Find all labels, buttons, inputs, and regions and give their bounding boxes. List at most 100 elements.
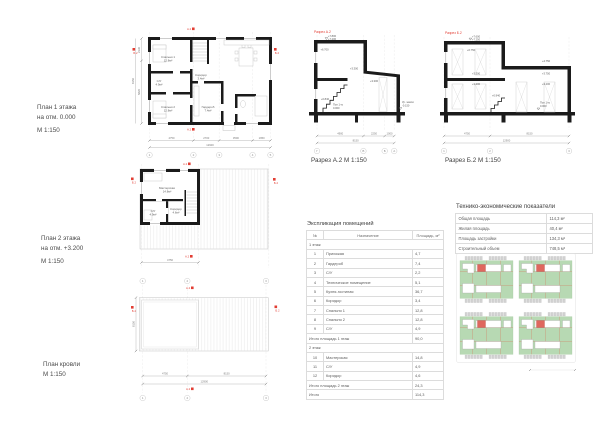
svg-text:Спальня 2: Спальня 2: [161, 105, 175, 109]
svg-text:1: 1: [443, 149, 445, 153]
svg-text:2250: 2250: [371, 132, 377, 136]
svg-text:+3.300: +3.300: [350, 67, 359, 71]
svg-text:12900: 12900: [503, 139, 511, 143]
svg-text:А.2: А.2: [183, 162, 188, 166]
roof-title: План кровли: [43, 361, 81, 368]
plan1-grid-bubbles: 1 2 3 4 5: [146, 151, 274, 159]
plan1-furniture: [152, 39, 270, 119]
svg-text:2: 2: [193, 153, 195, 157]
roof-bottom-bubbles: 1 2 3: [139, 394, 270, 402]
plan1-section-markers: А.2 А.2 Б.2 Б.2: [132, 27, 280, 132]
svg-text:Б.2: Б.2: [132, 181, 137, 185]
roof-dimensions: 8150 4750 8150 12900: [132, 296, 268, 386]
plan2-scale: М 1:150: [41, 258, 64, 265]
table-row: 10 Мастерская 14,8: [306, 351, 444, 363]
svg-text:2: 2: [186, 396, 188, 400]
plan1-windows: [147, 36, 273, 131]
svg-text:2: 2: [186, 279, 188, 283]
svg-text:4750: 4750: [169, 136, 175, 140]
subtotal-row: Итого площадь 2 этаж 24,3: [306, 379, 444, 391]
svg-text:4.6м²: 4.6м²: [173, 210, 180, 214]
plan2-walls: [140, 169, 200, 225]
section-b-caption: Разрез Б.2 М 1:150: [445, 157, 501, 164]
site-dim-tick: [528, 368, 532, 372]
svg-text:А.2: А.2: [187, 27, 192, 31]
tech-econ-indicators: Технико-экономические показатели Общая п…: [455, 204, 595, 254]
roof-scale: М 1:150: [43, 371, 66, 378]
svg-text:3: 3: [265, 396, 267, 400]
section-a-interior: [322, 77, 388, 112]
svg-text:Б.2: Б.2: [275, 51, 280, 55]
table-header-row: № Назначение Площадь, м²: [306, 229, 444, 241]
table-row: 1 Прихожая 4,7: [306, 248, 444, 260]
site-plan-diagrams: [456, 253, 577, 372]
table-row: Общая площадь 114,3 м²: [455, 213, 593, 224]
svg-text:+3.200: +3.200: [542, 82, 551, 86]
svg-text:Б.2: Б.2: [132, 309, 137, 313]
svg-text:4.9м²: 4.9м²: [150, 212, 157, 216]
svg-text:+3.200: +3.200: [472, 82, 481, 86]
svg-text:Б.2: Б.2: [133, 51, 138, 55]
svg-text:Г: Г: [316, 149, 318, 153]
room-explication: Экспликация помещений № Назначение Площа…: [306, 221, 446, 400]
svg-text:3: 3: [218, 153, 220, 157]
floor-plan-2-drawing: Мастерская 14.8м² С/У 4.9м² Коридор 4.6м…: [131, 162, 278, 268]
svg-text:1: 1: [142, 396, 144, 400]
svg-text:2330: 2330: [137, 47, 141, 53]
svg-text:3.4м²: 3.4м²: [198, 76, 205, 80]
svg-text:5820: 5820: [137, 89, 141, 95]
svg-text:А.2: А.2: [186, 286, 191, 290]
svg-text:12.8м²: 12.8м²: [164, 58, 173, 62]
svg-text:Б.2: Б.2: [274, 181, 279, 185]
site-block: [459, 312, 514, 359]
svg-text:3: 3: [568, 149, 570, 153]
roof-plan-drawing: 1 2 3 8150 4750 8150 12900 1: [131, 277, 280, 402]
svg-text:Б.2: Б.2: [275, 309, 280, 313]
subtotal-row: Итого площадь 1 этаж 90,0: [306, 333, 444, 344]
roof-section-markers: А.2 А.2 Б.2 Б.2: [131, 286, 280, 391]
plan2-room-labels: Мастерская 14.8м² С/У 4.9м² Коридор 4.6м…: [150, 186, 183, 216]
svg-text:14.8м²: 14.8м²: [163, 189, 172, 193]
svg-text:+6.750: +6.750: [467, 48, 476, 52]
svg-text:8150: 8150: [353, 139, 359, 143]
svg-text:-0.150: -0.150: [402, 104, 410, 108]
explication-table: № Назначение Площадь, м² 1 этаж 1 Прихожа…: [306, 229, 444, 400]
svg-text:+7.600: +7.600: [472, 34, 481, 38]
table-row: 12 Коридор 4,6: [306, 370, 444, 382]
section-a-caption: Разрез А.2 М 1:150: [311, 157, 367, 164]
table-row: Площадь застройки 134,3 м²: [455, 233, 593, 244]
section-a-dimensions: 4900 2250 1000 8150: [315, 132, 396, 145]
svg-text:8150: 8150: [132, 321, 136, 327]
table-row: 9 С/У 4,9: [306, 323, 444, 335]
section-a-levels: +7.800 +7.200 +6.700 +3.300 +3.300 +0.84…: [321, 34, 415, 110]
site-dim-tick: [573, 368, 577, 372]
site-block: [518, 256, 573, 303]
svg-text:+3.750: +3.750: [542, 72, 551, 76]
plan1-dimensions: 4750 2700 3500 1950 12900 2330 5820 8150: [131, 37, 272, 149]
svg-text:4.9м²: 4.9м²: [156, 82, 163, 86]
svg-text:12900: 12900: [201, 380, 209, 384]
section-a-drawing: Разрез А.2 +7.800 +7.200 +6.700 +3.300: [309, 30, 415, 155]
section-a-structure: [309, 40, 405, 123]
table-row: 6 Коридор 3,4: [306, 295, 444, 307]
plan1-title: План 1 этажа на отм. 0.000: [37, 104, 77, 121]
svg-text:Спальня 1: Спальня 1: [161, 55, 175, 59]
svg-text:+7.250: +7.250: [472, 38, 481, 42]
explication-title: Экспликация помещений: [307, 221, 374, 227]
section-b-dimensions: 4750 8150 12900: [442, 132, 571, 145]
site-block: [518, 312, 573, 359]
svg-text:А.2: А.2: [185, 255, 190, 259]
svg-text:С/У: С/У: [157, 79, 162, 83]
svg-text:Коридор: Коридор: [170, 207, 182, 211]
table-row: Жилая площадь 40,4 м²: [455, 223, 593, 234]
svg-text:5: 5: [270, 153, 272, 157]
svg-text:8150: 8150: [527, 132, 533, 136]
site-block: [459, 256, 514, 303]
svg-text:В: В: [362, 149, 364, 153]
plan2-section-markers: А.2 А.2 Б.2 Б.2: [131, 162, 278, 259]
tech-econ-table: Общая площадь 114,3 м² Жилая площадь 40,4 …: [455, 213, 593, 254]
section-b-structure: [440, 41, 575, 123]
svg-text:С/У: С/У: [151, 209, 156, 213]
table-row: 5 Кухня-гостиная 36,7: [306, 286, 444, 297]
svg-text:+0.940: +0.940: [492, 94, 501, 98]
